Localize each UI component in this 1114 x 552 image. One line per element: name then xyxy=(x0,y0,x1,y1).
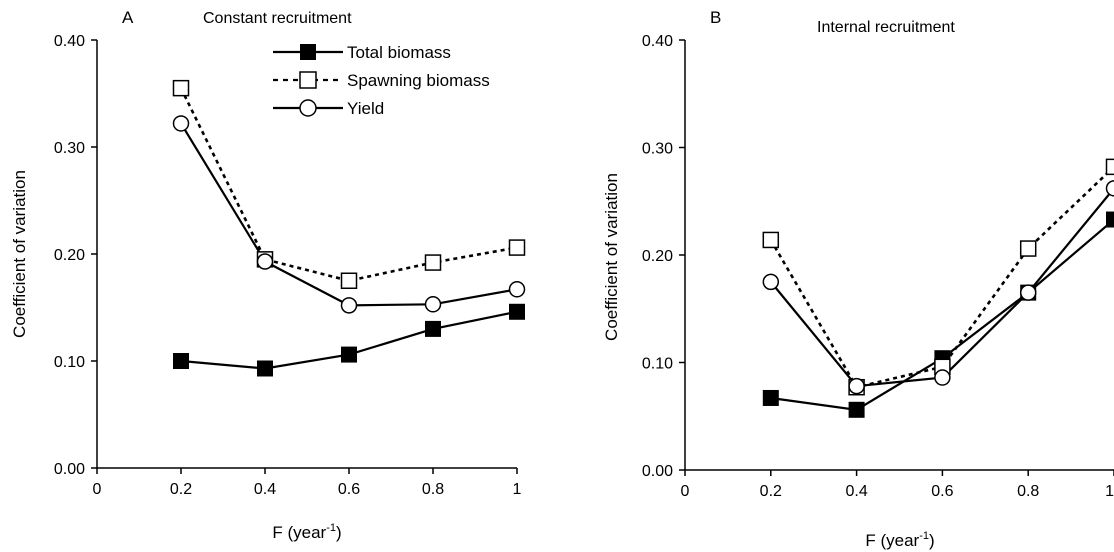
panel-a-x-tick-label: 0.8 xyxy=(422,481,444,498)
panel-b-point-yield xyxy=(1019,284,1037,301)
panel-b-y-tick-label: 0.40 xyxy=(642,33,673,50)
panel-b-point-yield xyxy=(848,377,865,395)
panel-a-y-tick-label: 0.00 xyxy=(54,461,85,478)
panel-b-point-total-biomass xyxy=(762,389,779,406)
panel-a-point-total-biomass xyxy=(173,353,189,369)
panel-a-point-yield xyxy=(172,115,190,132)
panel-b-y-tick-label: 0.20 xyxy=(642,248,673,265)
panel-a-x-tick-label: 1 xyxy=(513,481,522,498)
panel-b-point-total-biomass xyxy=(1106,211,1114,228)
panel-b-x-tick-label: 0 xyxy=(681,483,690,500)
panel-b-x-tick-label: 0.8 xyxy=(1017,483,1039,500)
panel-b-title: Internal recruitment xyxy=(817,19,955,36)
panel-a-x-axis-title: F (year-1) xyxy=(272,522,341,542)
panel-b-y-tick-label: 0.00 xyxy=(642,463,673,480)
legend-label-yield: Yield xyxy=(347,99,384,118)
panel-a-label: A xyxy=(122,8,134,27)
legend-item-spawning-biomass: Spawning biomass xyxy=(273,71,490,90)
panel-a-y-tick-label: 0.40 xyxy=(54,33,85,50)
panel-b-point-yield xyxy=(762,273,780,291)
legend: Total biomass Spawning biomass Yield xyxy=(273,43,490,118)
panel-b-y-axis-title: Coefficient of variation xyxy=(602,173,621,341)
panel-b-point-yield xyxy=(1105,180,1114,197)
panel-a-title: Constant recruitment xyxy=(203,10,352,27)
panel-b-y-tick-label: 0.30 xyxy=(642,141,673,158)
panel-a-y-tick-label: 0.30 xyxy=(54,140,85,157)
legend-marker-total-biomass xyxy=(300,44,316,60)
legend-label-spawning-biomass: Spawning biomass xyxy=(347,71,490,90)
panel-a-x-tick-label: 0 xyxy=(93,481,102,498)
panel-b: B Internal recruitment Coefficient of va… xyxy=(602,8,1114,550)
panel-a-point-yield xyxy=(424,296,442,313)
panel-b-x-tick-label: 0.4 xyxy=(845,483,867,500)
panel-a-point-total-biomass xyxy=(509,303,525,320)
panel-a-point-yield xyxy=(508,281,526,298)
panel-a-x-tick-label: 0.2 xyxy=(170,481,192,498)
panel-a-point-total-biomass xyxy=(425,320,441,337)
panel-a-point-spawning-biomass xyxy=(508,239,526,256)
legend-marker-spawning-biomass xyxy=(299,71,317,89)
panel-a-point-spawning-biomass xyxy=(340,272,358,289)
panel-b-x-tick-label: 1 xyxy=(1105,483,1114,500)
panel-b-point-spawning-biomass xyxy=(762,231,780,249)
panel-a-x-tick-label: 0.4 xyxy=(254,481,276,498)
panel-a-point-total-biomass xyxy=(257,360,273,377)
panel-b-label: B xyxy=(710,8,721,27)
panel-b-point-yield xyxy=(934,369,951,386)
legend-item-yield: Yield xyxy=(273,99,384,118)
legend-item-total-biomass: Total biomass xyxy=(273,43,451,62)
panel-a-y-tick-label: 0.20 xyxy=(54,247,85,264)
panel-b-x-tick-label: 0.2 xyxy=(760,483,782,500)
panel-b-point-spawning-biomass xyxy=(1105,158,1114,176)
panel-a-point-spawning-biomass xyxy=(424,254,442,271)
panel-a-x-tick-label: 0.6 xyxy=(338,481,360,498)
panel-b-plot: 0.00 0.10 0.20 0.30 0.40 0 0.2 0.4 0.6 0.8 1 xyxy=(642,33,1114,500)
panel-b-point-total-biomass xyxy=(848,401,865,418)
panel-a-plot: 0.00 0.10 0.20 0.30 0.40 0 0.2 0.4 0.6 0.8 1 xyxy=(54,33,526,498)
panel-b-x-tick-label: 0.6 xyxy=(931,483,953,500)
panel-a-point-spawning-biomass xyxy=(172,79,190,97)
panel-a: A Constant recruitment Coefficient of va… xyxy=(10,8,526,542)
panel-b-point-spawning-biomass xyxy=(1019,240,1037,257)
panel-b-y-tick-label: 0.10 xyxy=(642,356,673,373)
panel-b-x-axis-title: F (year-1) xyxy=(865,530,934,550)
panel-a-point-yield xyxy=(256,253,274,270)
panel-a-y-tick-label: 0.10 xyxy=(54,354,85,371)
legend-marker-yield xyxy=(299,99,317,117)
panel-a-y-axis-title: Coefficient of variation xyxy=(10,170,29,338)
panel-a-point-total-biomass xyxy=(341,346,357,363)
panel-a-point-yield xyxy=(340,297,358,314)
legend-label-total-biomass: Total biomass xyxy=(347,43,451,62)
